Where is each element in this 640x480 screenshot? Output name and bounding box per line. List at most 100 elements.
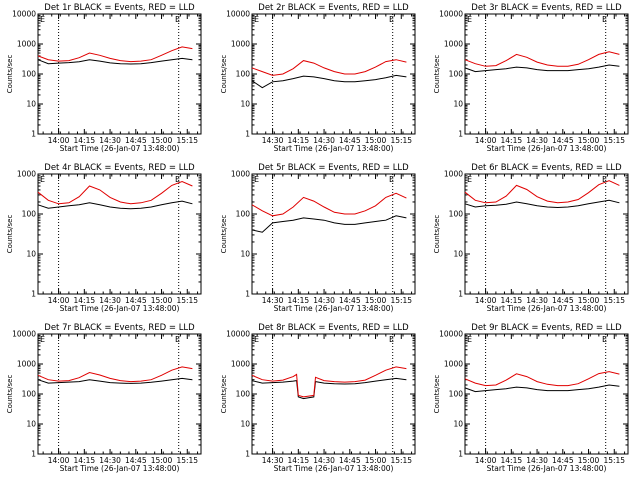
events-series-line <box>37 200 193 210</box>
x-tick-label: 14:15 <box>288 136 310 145</box>
events-series-line <box>251 74 407 89</box>
y-tick-label: 10000 <box>439 330 463 339</box>
y-tick-label: 1000 <box>444 40 463 49</box>
y-tick-label: 1000 <box>444 170 463 179</box>
x-tick-label: 15:15 <box>390 456 412 465</box>
panel-title: Det 8r BLACK = Events, RED = LLD <box>258 323 409 333</box>
x-tick-label: 14:45 <box>339 296 361 305</box>
y-tick-label: 1000 <box>17 170 36 179</box>
lld-series-line <box>251 192 407 217</box>
y-tick-label: 100 <box>22 70 37 79</box>
plot-frame <box>251 333 416 455</box>
corner-marker: E <box>175 175 180 184</box>
x-tick-label: 15:00 <box>151 296 173 305</box>
y-tick-label: 1 <box>245 290 250 299</box>
x-tick-label: 15:15 <box>176 456 198 465</box>
events-series-line <box>464 384 620 393</box>
chart-panel-2: Det 2r BLACK = Events, RED = LLD 1 10 100 10… <box>220 3 416 153</box>
x-tick-label: 14:30 <box>99 456 121 465</box>
x-tick-label: 15:15 <box>390 296 412 305</box>
x-axis-label: Start Time (26-Jan-07 13:48:00) <box>60 304 180 313</box>
events-series-line <box>251 215 407 233</box>
y-tick-label: 1000 <box>17 40 36 49</box>
lld-series-line <box>251 366 407 398</box>
events-series-line <box>37 57 193 65</box>
x-tick-label: 14:30 <box>262 456 284 465</box>
y-axis-label: Counts/sec <box>220 375 228 414</box>
lld-series-line <box>37 366 193 383</box>
lld-series-line <box>464 371 620 387</box>
plot-frame <box>37 13 202 135</box>
x-tick-label: 14:00 <box>48 136 70 145</box>
panel-title: Det 3r BLACK = Events, RED = LLD <box>471 3 622 13</box>
y-tick-label: 100 <box>236 390 251 399</box>
chart-panel-8: Det 8r BLACK = Events, RED = LLD 1 10 100 10… <box>220 323 416 473</box>
events-series-line <box>37 377 193 384</box>
x-tick-label: 14:00 <box>48 296 70 305</box>
chart-panel-7: Det 7r BLACK = Events, RED = LLD 1 10 100 10… <box>6 323 202 473</box>
lld-series-line <box>464 51 620 67</box>
y-tick-label: 1 <box>458 130 463 139</box>
y-tick-label: 1 <box>31 290 36 299</box>
y-tick-label: 10000 <box>226 10 250 19</box>
y-tick-label: 100 <box>236 210 251 219</box>
x-axis-label: Start Time (26-Jan-07 13:48:00) <box>487 304 607 313</box>
x-tick-label: 14:45 <box>125 136 147 145</box>
x-tick-label: 14:00 <box>475 296 497 305</box>
y-tick-label: 100 <box>449 210 464 219</box>
y-axis-label: Counts/sec <box>433 215 441 254</box>
y-axis-label: Counts/sec <box>6 375 14 414</box>
panel-title: Det 9r BLACK = Events, RED = LLD <box>471 323 622 333</box>
panel-title: Det 2r BLACK = Events, RED = LLD <box>258 3 409 13</box>
y-tick-label: 10 <box>453 100 463 109</box>
panel-title: Det 5r BLACK = Events, RED = LLD <box>258 163 409 173</box>
y-axis-label: Counts/sec <box>6 55 14 94</box>
x-tick-label: 15:00 <box>365 456 387 465</box>
chart-panel-1: Det 1r BLACK = Events, RED = LLD 1 10 100 10… <box>6 3 202 153</box>
y-tick-label: 10 <box>26 420 36 429</box>
lld-series-line <box>37 180 193 205</box>
y-tick-label: 10000 <box>439 10 463 19</box>
y-tick-label: 1 <box>245 130 250 139</box>
y-tick-label: 100 <box>449 70 464 79</box>
x-tick-label: 14:45 <box>125 456 147 465</box>
x-tick-label: 15:00 <box>365 296 387 305</box>
y-tick-label: 100 <box>22 390 37 399</box>
x-axis-label: Start Time (26-Jan-07 13:48:00) <box>60 464 180 473</box>
x-tick-label: 15:00 <box>151 456 173 465</box>
plot-frame <box>251 173 416 295</box>
y-tick-label: 10000 <box>12 330 36 339</box>
corner-marker: E <box>389 335 394 344</box>
x-tick-label: 14:15 <box>501 296 523 305</box>
x-tick-label: 14:30 <box>526 456 548 465</box>
y-tick-label: 100 <box>22 210 37 219</box>
x-tick-label: 14:30 <box>99 296 121 305</box>
x-tick-label: 15:00 <box>578 456 600 465</box>
y-tick-label: 100 <box>236 70 251 79</box>
y-axis-label: Counts/sec <box>220 55 228 94</box>
y-tick-label: 1000 <box>231 360 250 369</box>
y-tick-label: 1 <box>458 450 463 459</box>
corner-marker: E <box>467 15 472 24</box>
x-tick-label: 14:15 <box>74 136 96 145</box>
panel-title: Det 4r BLACK = Events, RED = LLD <box>44 163 195 173</box>
chart-panel-9: Det 9r BLACK = Events, RED = LLD 1 10 100 10… <box>433 323 629 473</box>
corner-marker: E <box>254 15 259 24</box>
x-tick-label: 14:30 <box>262 136 284 145</box>
corner-marker: E <box>254 335 259 344</box>
events-series-line <box>464 64 620 73</box>
x-tick-label: 14:30 <box>262 296 284 305</box>
corner-marker: E <box>467 335 472 344</box>
events-series-line <box>464 199 620 209</box>
plot-frame <box>251 13 416 135</box>
x-tick-label: 14:15 <box>74 296 96 305</box>
x-tick-label: 14:15 <box>501 456 523 465</box>
y-axis-label: Counts/sec <box>220 215 228 254</box>
y-tick-label: 1000 <box>231 40 250 49</box>
x-tick-label: 14:45 <box>339 136 361 145</box>
x-tick-label: 14:30 <box>313 456 335 465</box>
plot-frame <box>37 173 202 295</box>
x-tick-label: 15:00 <box>578 296 600 305</box>
x-tick-label: 15:15 <box>176 136 198 145</box>
x-tick-label: 15:15 <box>603 136 625 145</box>
